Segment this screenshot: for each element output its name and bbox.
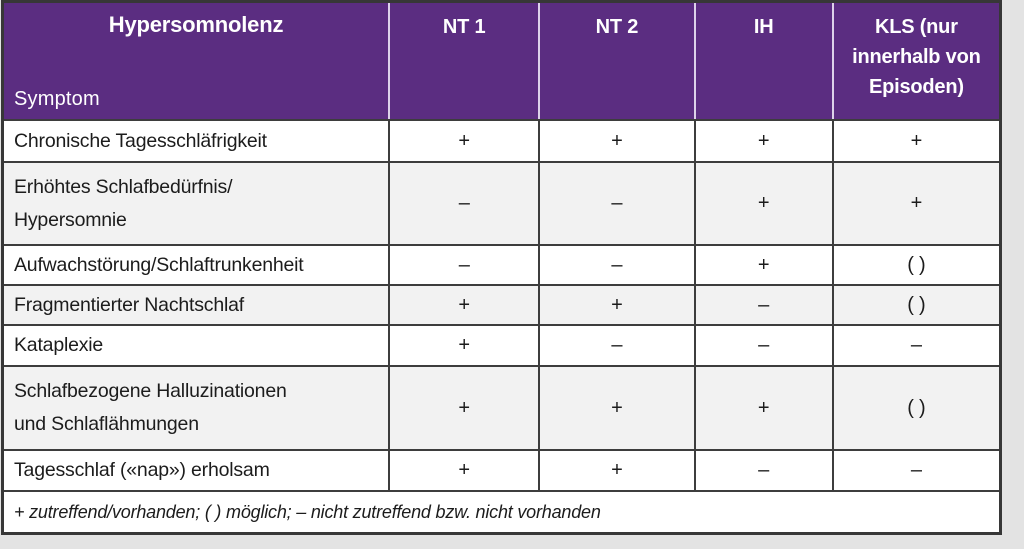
header-corner-cell: Hypersomnolenz Symptom xyxy=(4,3,391,119)
value-cell: ( ) xyxy=(833,365,999,449)
value-cell: – xyxy=(540,324,696,365)
table-title: Hypersomnolenz xyxy=(108,12,284,37)
symptom-cell: Erhöhtes Schlafbedürfnis/ Hypersomnie xyxy=(4,161,391,244)
column-header-nt1: NT 1 xyxy=(390,3,541,119)
value-cell: + xyxy=(695,119,834,161)
symptom-cell: Aufwachstörung/Schlaftrunkenheit xyxy=(4,244,391,284)
column-header-ih: IH xyxy=(695,3,834,119)
value-cell: + xyxy=(540,365,696,449)
value-cell: – xyxy=(695,284,834,324)
value-cell: + xyxy=(390,119,541,161)
value-cell: – xyxy=(833,324,999,365)
symptom-cell: Chronische Tagesschläfrigkeit xyxy=(4,119,391,161)
value-cell: + xyxy=(540,284,696,324)
symptom-comparison-table: Hypersomnolenz Symptom NT 1 NT 2 IH KLS … xyxy=(1,0,1002,535)
value-cell: + xyxy=(540,449,696,490)
column-header-kls: KLS (nur innerhalb von Episoden) xyxy=(833,3,999,119)
value-cell: + xyxy=(390,365,541,449)
column-header-nt2: NT 2 xyxy=(540,3,696,119)
legend-footnote: + zutreffend/vorhanden; ( ) möglich; – n… xyxy=(4,490,999,532)
value-cell: + xyxy=(833,119,999,161)
symptom-cell: Kataplexie xyxy=(4,324,391,365)
symptom-cell: Fragmentierter Nachtschlaf xyxy=(4,284,391,324)
value-cell: ( ) xyxy=(833,244,999,284)
value-cell: – xyxy=(540,244,696,284)
symptom-cell: Tagesschlaf («nap») erholsam xyxy=(4,449,391,490)
value-cell: + xyxy=(540,119,696,161)
value-cell: ( ) xyxy=(833,284,999,324)
value-cell: – xyxy=(390,244,541,284)
value-cell: + xyxy=(390,324,541,365)
symptom-cell: Schlafbezogene Halluzinationen und Schla… xyxy=(4,365,391,449)
value-cell: + xyxy=(390,449,541,490)
value-cell: + xyxy=(695,365,834,449)
value-cell: + xyxy=(833,161,999,244)
symptom-column-label: Symptom xyxy=(14,88,100,110)
value-cell: – xyxy=(390,161,541,244)
value-cell: + xyxy=(695,244,834,284)
value-cell: – xyxy=(833,449,999,490)
value-cell: – xyxy=(695,324,834,365)
value-cell: – xyxy=(540,161,696,244)
value-cell: + xyxy=(695,161,834,244)
value-cell: + xyxy=(390,284,541,324)
value-cell: – xyxy=(695,449,834,490)
table-grid: Hypersomnolenz Symptom NT 1 NT 2 IH KLS … xyxy=(4,3,999,532)
